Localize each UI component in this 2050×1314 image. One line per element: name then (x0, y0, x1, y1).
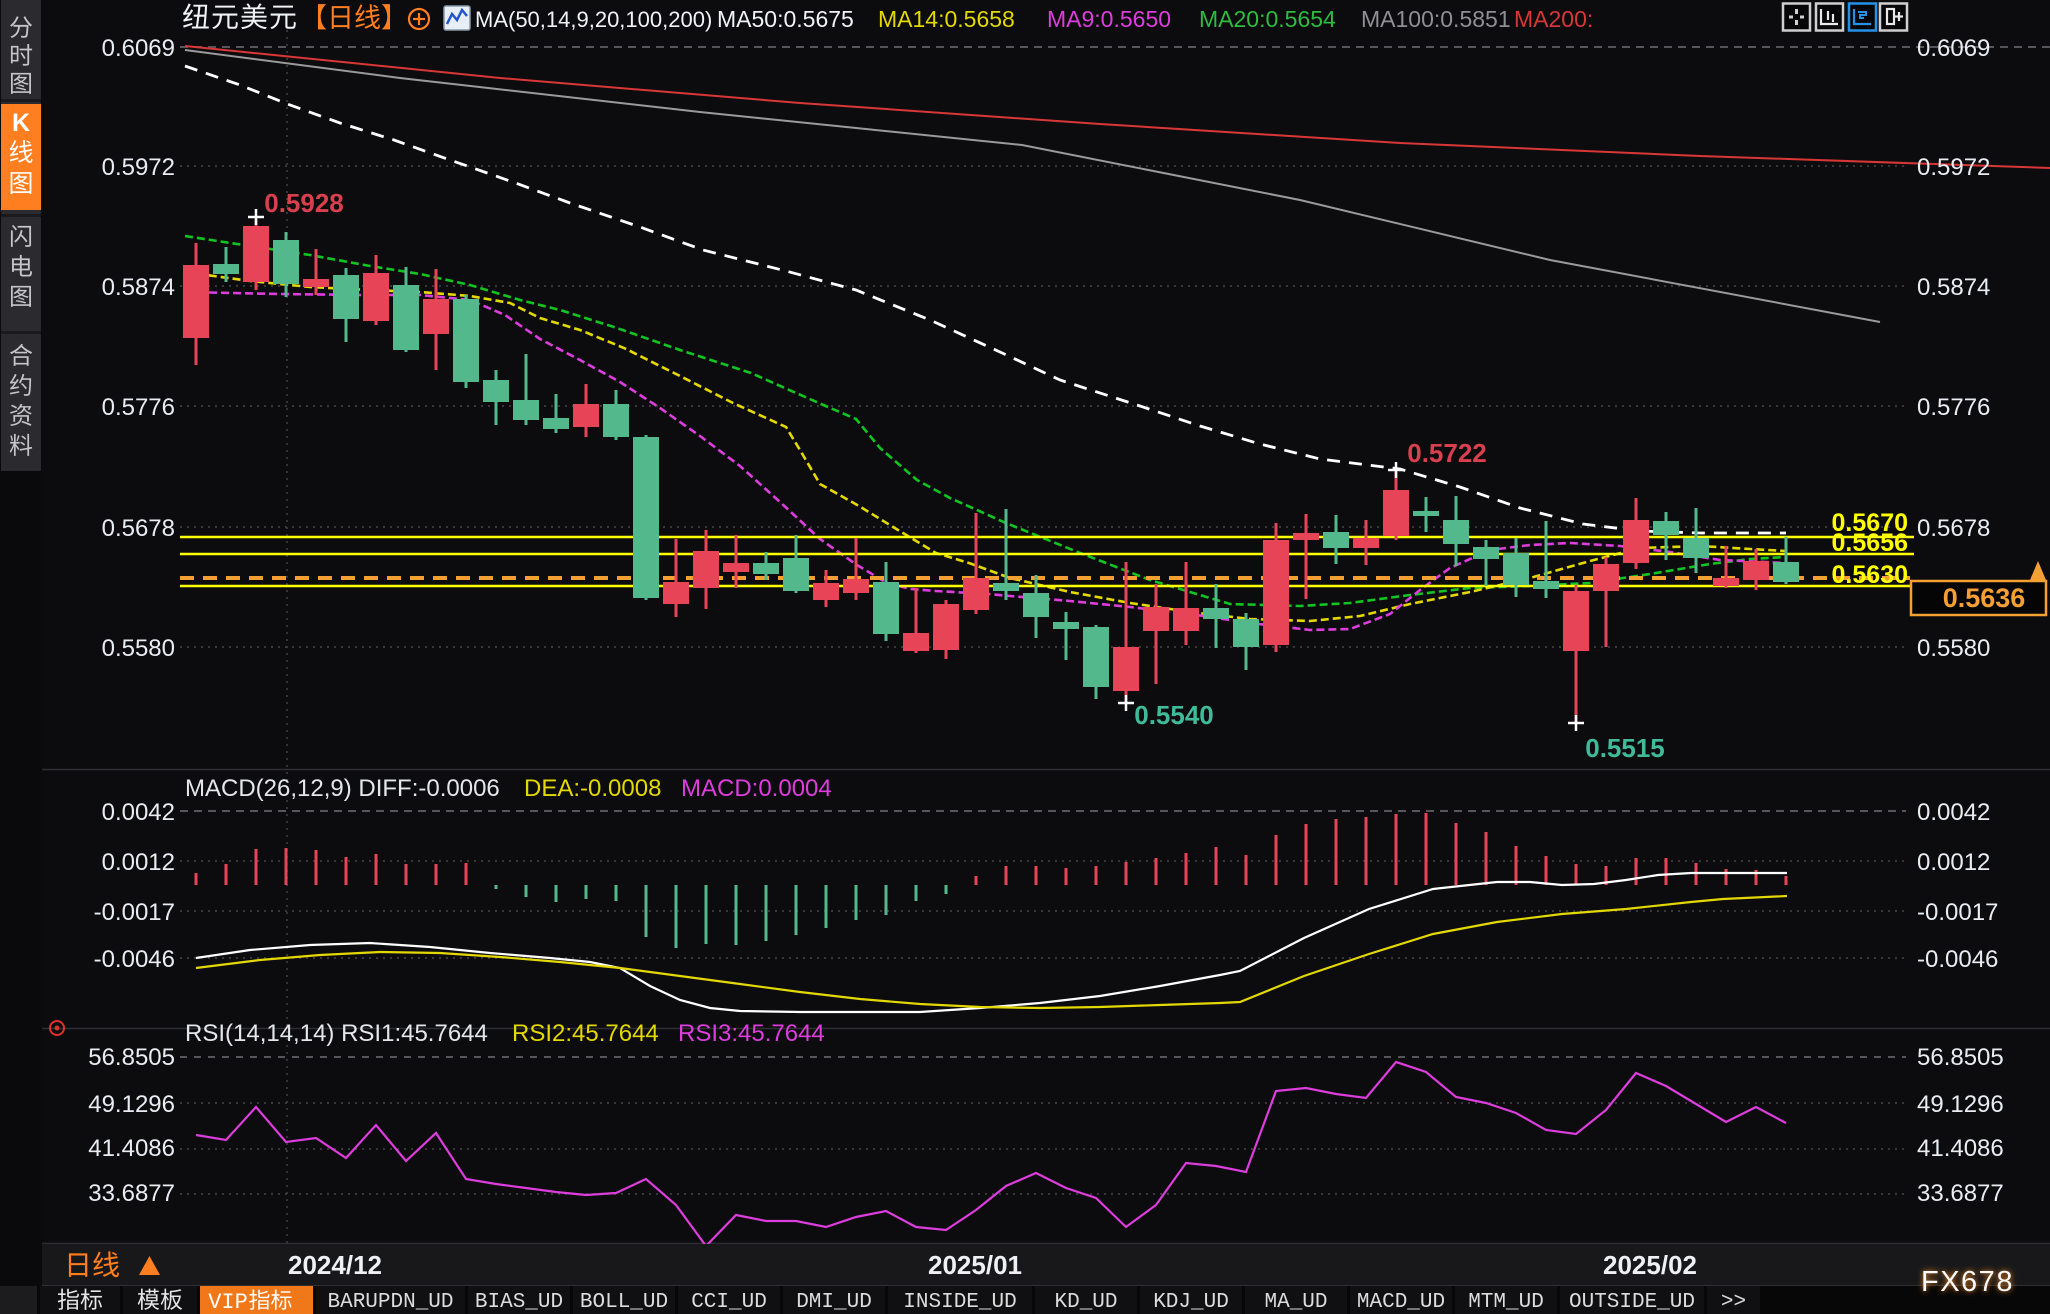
svg-text:-0.0046: -0.0046 (1917, 946, 1998, 973)
svg-text:0.5972: 0.5972 (102, 154, 175, 181)
svg-text:MA9:0.5650: MA9:0.5650 (1047, 6, 1171, 32)
svg-text:0.5776: 0.5776 (102, 394, 175, 421)
svg-text:MA200:: MA200: (1514, 6, 1593, 32)
svg-text:MACD_UD: MACD_UD (1357, 1291, 1445, 1314)
svg-text:INSIDE_UD: INSIDE_UD (903, 1291, 1016, 1314)
svg-text:0.5540: 0.5540 (1134, 700, 1214, 730)
svg-text:MA50:0.5675: MA50:0.5675 (717, 6, 854, 32)
svg-text:BARUPDN_UD: BARUPDN_UD (327, 1291, 453, 1314)
svg-text:MACD:0.0004: MACD:0.0004 (681, 775, 832, 802)
svg-text:CCI_UD: CCI_UD (691, 1291, 767, 1314)
svg-text:MA14:0.5658: MA14:0.5658 (878, 6, 1015, 32)
svg-text:RSI(14,14,14) RSI1:45.7644: RSI(14,14,14) RSI1:45.7644 (185, 1020, 488, 1047)
svg-text:KDJ_UD: KDJ_UD (1153, 1291, 1229, 1314)
svg-text:0.0012: 0.0012 (102, 849, 175, 876)
svg-text:MA20:0.5654: MA20:0.5654 (1199, 6, 1336, 32)
svg-text:MTM_UD: MTM_UD (1468, 1291, 1544, 1314)
svg-text:0.0012: 0.0012 (1917, 849, 1990, 876)
svg-text:0.6069: 0.6069 (102, 35, 175, 62)
svg-text:KD_UD: KD_UD (1054, 1291, 1117, 1314)
svg-text:49.1296: 49.1296 (88, 1091, 175, 1118)
svg-text:2025/01: 2025/01 (928, 1250, 1022, 1280)
svg-text:DMI_UD: DMI_UD (796, 1291, 872, 1314)
svg-text:K: K (12, 109, 30, 137)
svg-text:MACD(26,12,9) DIFF:-0.0006: MACD(26,12,9) DIFF:-0.0006 (185, 775, 500, 802)
svg-text:2025/02: 2025/02 (1603, 1250, 1697, 1280)
svg-text:0.5670: 0.5670 (1832, 509, 1908, 537)
svg-text:0.0042: 0.0042 (102, 799, 175, 826)
svg-text:0.5874: 0.5874 (1917, 274, 1990, 301)
svg-text:49.1296: 49.1296 (1917, 1091, 2004, 1118)
svg-text:FX678: FX678 (1921, 1266, 2014, 1298)
svg-text:MA(50,14,9,20,100,200): MA(50,14,9,20,100,200) (475, 7, 712, 32)
svg-text:0.5656: 0.5656 (1832, 529, 1908, 557)
svg-text:0.5874: 0.5874 (102, 274, 175, 301)
svg-text:0.5678: 0.5678 (1917, 515, 1990, 542)
svg-text:0.5776: 0.5776 (1917, 394, 1990, 421)
svg-text:RSI3:45.7644: RSI3:45.7644 (678, 1020, 825, 1047)
svg-text:BOLL_UD: BOLL_UD (580, 1291, 668, 1314)
svg-text:-0.0017: -0.0017 (1917, 899, 1998, 926)
svg-text:VIP: VIP (208, 1290, 248, 1314)
svg-text:41.4086: 41.4086 (1917, 1135, 2004, 1162)
svg-text:MA_UD: MA_UD (1264, 1291, 1327, 1314)
svg-text:FX678: FX678 (1921, 1266, 2014, 1298)
svg-text:DEA:-0.0008: DEA:-0.0008 (524, 775, 661, 802)
svg-text:0.5972: 0.5972 (1917, 154, 1990, 181)
svg-text:-0.0017: -0.0017 (94, 899, 175, 926)
svg-text:33.6877: 33.6877 (88, 1180, 175, 1207)
svg-text:0.5678: 0.5678 (102, 515, 175, 542)
svg-text:0.5630: 0.5630 (1832, 561, 1908, 589)
svg-text:2024/12: 2024/12 (288, 1250, 382, 1280)
svg-text:41.4086: 41.4086 (88, 1135, 175, 1162)
svg-text:0.5636: 0.5636 (1943, 583, 2026, 613)
svg-text:-0.0046: -0.0046 (94, 946, 175, 973)
svg-text:MA100:0.5851: MA100:0.5851 (1361, 6, 1511, 32)
svg-text:56.8505: 56.8505 (88, 1044, 175, 1071)
svg-text:BIAS_UD: BIAS_UD (475, 1291, 563, 1314)
svg-text:56.8505: 56.8505 (1917, 1044, 2004, 1071)
svg-text:33.6877: 33.6877 (1917, 1180, 2004, 1207)
svg-text:>>: >> (1721, 1291, 1746, 1314)
svg-text:0.5580: 0.5580 (1917, 635, 1990, 662)
svg-text:0.5515: 0.5515 (1585, 733, 1665, 763)
svg-text:0.5722: 0.5722 (1407, 438, 1487, 468)
svg-text:0.5580: 0.5580 (102, 635, 175, 662)
svg-text:0.6069: 0.6069 (1917, 35, 1990, 62)
svg-text:0.5928: 0.5928 (264, 188, 344, 218)
svg-text:OUTSIDE_UD: OUTSIDE_UD (1569, 1291, 1695, 1314)
svg-text:RSI2:45.7644: RSI2:45.7644 (512, 1020, 659, 1047)
svg-text:0.0042: 0.0042 (1917, 799, 1990, 826)
